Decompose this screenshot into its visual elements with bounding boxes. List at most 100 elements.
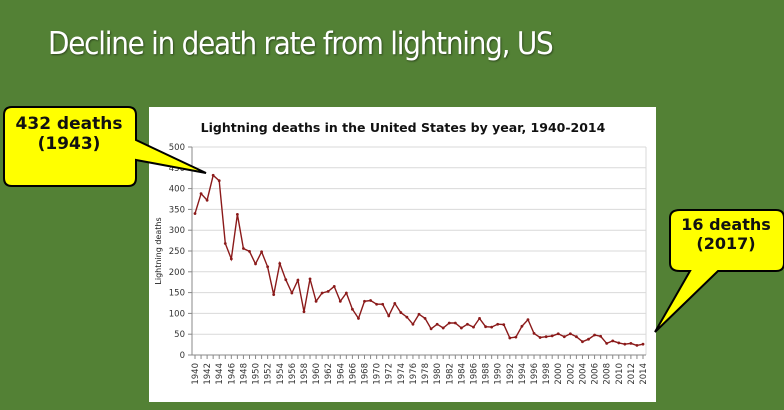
data-point bbox=[447, 321, 451, 325]
data-point bbox=[538, 336, 542, 339]
x-tick-label: 1998 bbox=[542, 363, 552, 385]
x-tick-label: 1954 bbox=[276, 363, 286, 385]
data-point bbox=[496, 322, 500, 326]
data-point bbox=[375, 302, 379, 306]
data-point bbox=[575, 335, 578, 339]
data-point bbox=[242, 247, 245, 250]
y-tick-label: 400 bbox=[169, 185, 185, 195]
y-tick-label: 450 bbox=[169, 164, 185, 174]
data-point bbox=[532, 331, 536, 335]
data-point bbox=[472, 325, 475, 329]
x-tick-label: 1942 bbox=[203, 363, 213, 385]
data-point bbox=[399, 311, 403, 314]
x-tick-label: 1950 bbox=[252, 363, 262, 385]
x-tick-label: 1964 bbox=[336, 363, 346, 385]
x-tick-label: 1994 bbox=[518, 363, 528, 385]
data-point bbox=[278, 262, 282, 265]
data-point bbox=[623, 342, 627, 346]
x-tick-label: 1944 bbox=[215, 363, 225, 385]
slide-title: Decline in death rate from lightning, US bbox=[48, 26, 554, 62]
data-point bbox=[381, 302, 385, 306]
y-tick-label: 300 bbox=[169, 226, 185, 236]
data-point bbox=[332, 284, 336, 288]
data-point bbox=[387, 314, 391, 318]
callout-peak: 432 deaths (1943) bbox=[6, 114, 132, 155]
x-tick-label: 2014 bbox=[639, 363, 649, 385]
x-tick-label: 1976 bbox=[409, 363, 419, 385]
x-tick-label: 1992 bbox=[506, 363, 516, 385]
data-point bbox=[338, 299, 342, 303]
data-point bbox=[320, 291, 324, 295]
data-point bbox=[260, 250, 263, 254]
data-point bbox=[308, 277, 312, 281]
x-tick-label: 1958 bbox=[300, 363, 310, 385]
data-point bbox=[520, 324, 524, 328]
data-point bbox=[453, 321, 457, 325]
data-point bbox=[556, 332, 560, 336]
data-point bbox=[199, 192, 203, 195]
data-point bbox=[217, 179, 221, 183]
data-point bbox=[617, 341, 621, 345]
data-point bbox=[429, 327, 433, 331]
data-point bbox=[423, 316, 427, 320]
callout-latest-line1: 16 deaths bbox=[681, 215, 771, 234]
data-point bbox=[484, 325, 487, 329]
x-tick-label: 1974 bbox=[397, 363, 407, 385]
data-point bbox=[466, 322, 469, 326]
data-point bbox=[393, 302, 397, 305]
data-point bbox=[562, 335, 566, 339]
x-tick-label: 1960 bbox=[312, 363, 322, 385]
data-point bbox=[629, 341, 633, 345]
x-tick-label: 2000 bbox=[554, 363, 564, 385]
data-point bbox=[641, 342, 645, 346]
data-point bbox=[599, 334, 603, 338]
data-point bbox=[550, 334, 554, 338]
x-tick-label: 2006 bbox=[591, 363, 601, 385]
y-tick-label: 350 bbox=[169, 205, 185, 215]
data-point bbox=[568, 332, 572, 336]
y-tick-label: 100 bbox=[169, 309, 185, 319]
data-point bbox=[502, 323, 506, 327]
x-tick-label: 1996 bbox=[530, 363, 540, 385]
data-point bbox=[284, 278, 288, 282]
data-point bbox=[605, 341, 609, 345]
axes bbox=[188, 146, 646, 359]
x-tick-label: 1990 bbox=[494, 363, 504, 385]
data-point bbox=[193, 212, 197, 215]
data-point bbox=[351, 307, 354, 311]
data-point bbox=[514, 335, 518, 339]
data-point bbox=[411, 322, 415, 326]
x-tick-label: 2010 bbox=[615, 363, 625, 385]
x-tick-label: 2012 bbox=[627, 363, 637, 385]
x-tick-label: 1980 bbox=[433, 363, 443, 385]
callout-peak-line2: (1943) bbox=[37, 134, 101, 155]
x-tick-label: 2004 bbox=[578, 363, 588, 385]
x-tick-label: 1962 bbox=[324, 363, 334, 385]
y-tick-label: 150 bbox=[169, 289, 185, 299]
x-tick-labels: 1940 1942 1944 1946 1948 1950 1952 1954 1956 1958… bbox=[191, 363, 649, 385]
data-point bbox=[266, 265, 270, 269]
data-point bbox=[248, 250, 251, 253]
data-point bbox=[254, 262, 257, 266]
data-point bbox=[593, 333, 596, 337]
data-point bbox=[508, 336, 512, 340]
x-tick-label: 2008 bbox=[603, 363, 613, 385]
data-point bbox=[357, 316, 360, 320]
data-point bbox=[635, 344, 639, 347]
data-point bbox=[369, 299, 372, 302]
data-point bbox=[223, 242, 227, 245]
data-point bbox=[314, 299, 318, 303]
callout-latest: 16 deaths (2017) bbox=[668, 215, 784, 253]
data-point bbox=[205, 198, 209, 202]
y-tick-label: 0 bbox=[180, 351, 185, 361]
x-tick-label: 1946 bbox=[227, 363, 237, 385]
x-tick-label: 1988 bbox=[482, 363, 492, 385]
x-tick-label: 1986 bbox=[469, 363, 479, 385]
gridlines bbox=[192, 146, 647, 355]
data-point bbox=[544, 335, 548, 339]
data-point bbox=[435, 322, 439, 326]
data-point bbox=[296, 278, 300, 282]
data-point bbox=[417, 312, 421, 316]
callout-peak-line1: 432 deaths bbox=[15, 114, 123, 134]
x-tick-label: 1956 bbox=[288, 363, 298, 385]
